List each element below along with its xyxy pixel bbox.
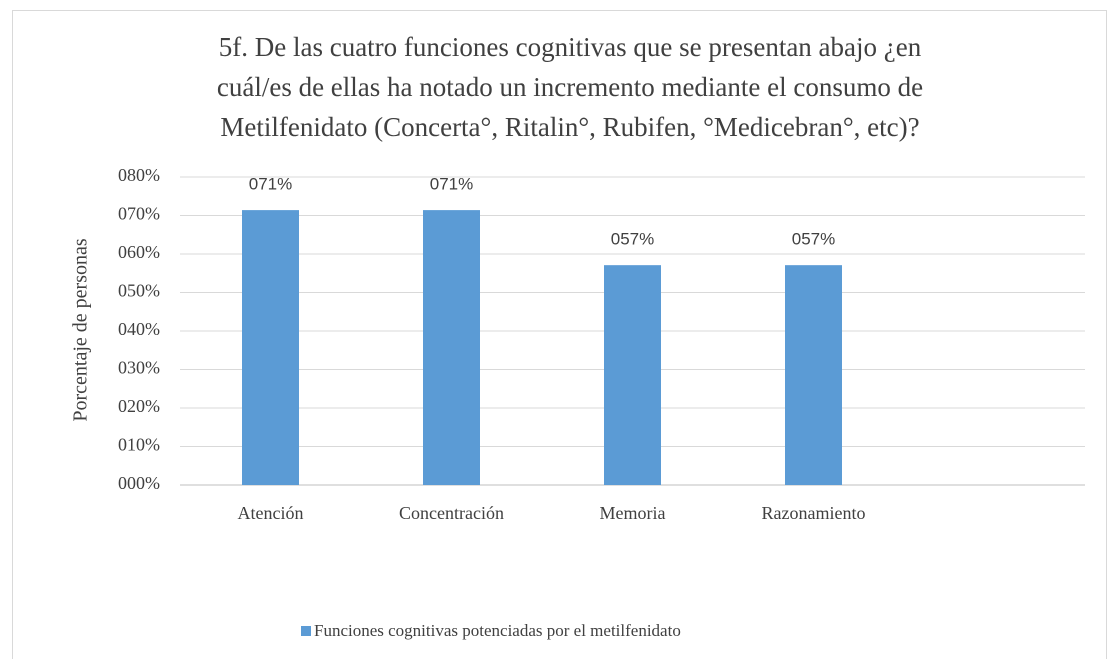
x-tick-label: Concentración bbox=[399, 503, 504, 523]
chart-title: cuál/es de ellas ha notado un incremento… bbox=[217, 72, 923, 102]
value-label: 071% bbox=[249, 175, 292, 194]
value-label: 057% bbox=[792, 230, 835, 249]
y-tick-label: 060% bbox=[118, 242, 160, 262]
x-tick-label: Atención bbox=[238, 503, 304, 523]
y-tick-label: 000% bbox=[118, 473, 160, 493]
y-axis-label: Porcentaje de personas bbox=[70, 238, 92, 421]
y-tick-label: 050% bbox=[118, 281, 160, 301]
y-tick-label: 070% bbox=[118, 204, 160, 224]
bar bbox=[423, 210, 480, 486]
y-tick-label: 030% bbox=[118, 358, 160, 378]
y-tick-label: 010% bbox=[118, 435, 160, 455]
y-tick-label: 040% bbox=[118, 319, 160, 339]
chart-title: Metilfenidato (Concerta°, Ritalin°, Rubi… bbox=[220, 112, 919, 142]
y-tick-label: 020% bbox=[118, 396, 160, 416]
legend-swatch bbox=[301, 626, 311, 636]
value-label: 071% bbox=[430, 175, 473, 194]
chart-frame bbox=[12, 10, 1107, 659]
bar bbox=[785, 265, 842, 485]
value-label: 057% bbox=[611, 230, 654, 249]
x-tick-label: Razonamiento bbox=[762, 503, 866, 523]
legend-label: Funciones cognitivas potenciadas por el … bbox=[314, 621, 681, 640]
y-tick-label: 080% bbox=[118, 165, 160, 185]
x-tick-label: Memoria bbox=[600, 503, 666, 523]
bar bbox=[604, 265, 661, 485]
bar bbox=[242, 210, 299, 486]
chart-title: 5f. De las cuatro funciones cognitivas q… bbox=[219, 32, 922, 62]
